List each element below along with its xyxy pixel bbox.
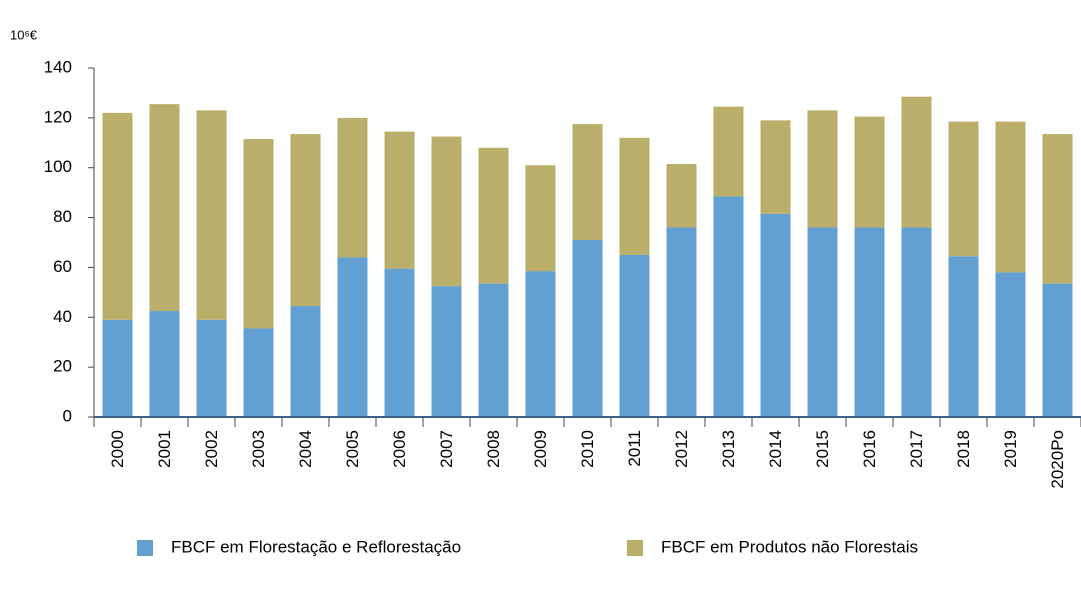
bar-segment (619, 137, 650, 255)
bar-segment (572, 124, 603, 241)
y-tick-label: 80 (53, 207, 72, 226)
bar-segment (901, 96, 932, 228)
x-tick-label: 2008 (484, 430, 503, 468)
bar-segment (760, 213, 791, 417)
bar-segment (478, 283, 509, 417)
bar-segment (337, 257, 368, 417)
legend-label: FBCF em Florestação e Reflorestação (171, 537, 461, 556)
bar-segment (102, 112, 133, 320)
y-tick-label: 100 (44, 157, 72, 176)
bar-segment (525, 271, 556, 417)
bar-segment (290, 134, 321, 307)
bar-segment (290, 306, 321, 417)
bar-segment (760, 120, 791, 214)
bar-segment (713, 196, 744, 417)
x-tick-label: 2010 (578, 430, 597, 468)
bar-segment (995, 272, 1026, 417)
x-tick-label: 2016 (860, 430, 879, 468)
bar-segment (525, 165, 556, 272)
x-tick-label: 2012 (672, 430, 691, 468)
bar-segment (619, 254, 650, 417)
x-tick-label: 2013 (719, 430, 738, 468)
x-tick-label: 2007 (437, 430, 456, 468)
y-tick-label: 0 (63, 406, 72, 425)
y-tick-label: 140 (44, 57, 72, 76)
x-tick-label: 2015 (813, 430, 832, 468)
legend-label: FBCF em Produtos não Florestais (661, 537, 918, 556)
x-tick-label: 2006 (390, 430, 409, 468)
bar-segment (196, 110, 227, 320)
x-tick-label: 2002 (202, 430, 221, 468)
bar-segment (854, 116, 885, 228)
bar-segment (948, 121, 979, 257)
y-tick-label: 60 (53, 257, 72, 276)
legend-swatch (627, 540, 643, 556)
bar-segment (102, 319, 133, 417)
bar-segment (948, 256, 979, 417)
x-tick-label: 2011 (625, 430, 644, 467)
bar-segment (713, 106, 744, 197)
x-tick-label: 2003 (249, 430, 268, 468)
bar-segment (149, 311, 180, 417)
bar-segment (431, 136, 462, 287)
bar-segment (478, 147, 509, 284)
x-tick-label: 2005 (343, 430, 362, 468)
bar-segment (431, 286, 462, 417)
bar-segment (243, 328, 274, 417)
x-tick-label: 2017 (907, 430, 926, 468)
x-tick-label: 2018 (954, 430, 973, 468)
bar-segment (149, 104, 180, 312)
bar-segment (337, 117, 368, 258)
bar-segment (572, 240, 603, 417)
bar-segment (1042, 134, 1073, 284)
y-tick-label: 120 (44, 107, 72, 126)
bar-segment (666, 227, 697, 417)
bar-segment (995, 121, 1026, 273)
bar-segment (807, 110, 838, 228)
bar-segment (243, 139, 274, 329)
legend-swatch (137, 540, 153, 556)
bar-segment (196, 319, 227, 417)
y-tick-label: 20 (53, 357, 72, 376)
x-tick-label: 2020Po (1048, 430, 1067, 489)
bar-segment (384, 131, 415, 269)
x-tick-label: 2014 (766, 430, 785, 468)
bar-segment (384, 268, 415, 417)
bar-segment (1042, 283, 1073, 417)
x-tick-label: 2019 (1001, 430, 1020, 468)
bar-segment (666, 163, 697, 228)
bar-segment (901, 227, 932, 417)
y-tick-label: 40 (53, 307, 72, 326)
y-axis-unit: 10⁶€ (10, 27, 38, 42)
x-tick-label: 2004 (296, 430, 315, 468)
x-tick-label: 2001 (155, 430, 174, 468)
bar-segment (854, 227, 885, 417)
x-tick-label: 2000 (108, 430, 127, 468)
bar-segment (807, 227, 838, 417)
x-tick-label: 2009 (531, 430, 550, 468)
